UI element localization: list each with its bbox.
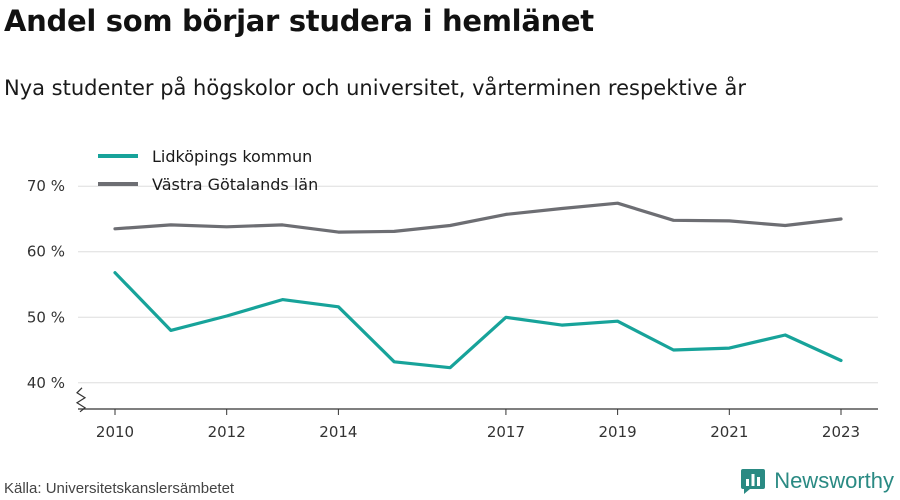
x-tick-label: 2017 xyxy=(487,423,525,441)
x-tick-label: 2014 xyxy=(319,423,357,441)
x-tick-label: 2021 xyxy=(710,423,748,441)
bar-chart-logo-icon xyxy=(741,469,766,494)
y-tick-label: 60 % xyxy=(27,243,65,261)
y-tick-label: 50 % xyxy=(27,308,65,326)
brand-name: Newsworthy xyxy=(774,468,894,493)
series-line xyxy=(113,271,843,370)
x-axis: 2010 2012 2014 2017 2019 2021 2023 xyxy=(78,408,878,441)
axis-break-icon xyxy=(75,387,87,413)
legend-label: Västra Götalands län xyxy=(152,175,318,194)
y-tick-label: 40 % xyxy=(27,374,65,392)
x-tick-label: 2010 xyxy=(96,423,134,441)
x-tick-label: 2012 xyxy=(208,423,246,441)
series-line xyxy=(113,201,843,234)
y-axis: 40 % 50 % 60 % 70 % xyxy=(27,177,87,413)
chart-title: Andel som börjar studera i hemlänet xyxy=(4,4,594,38)
brand[interactable]: Newsworthy xyxy=(740,467,894,495)
y-tick-label: 70 % xyxy=(27,177,65,195)
legend: Lidköpings kommun Västra Götalands län xyxy=(98,147,318,194)
series-lines xyxy=(113,201,843,370)
chart-subtitle: Nya studenter på högskolor och universit… xyxy=(4,76,746,100)
grid-lines xyxy=(78,185,878,384)
line-chart: 40 % 50 % 60 % 70 % 2010 2012 2014 2017 2019 202… xyxy=(27,147,878,441)
source-note: Källa: Universitetskanslersämbetet xyxy=(4,480,235,497)
legend-label: Lidköpings kommun xyxy=(152,147,312,166)
x-tick-label: 2023 xyxy=(822,423,860,441)
x-tick-label: 2019 xyxy=(599,423,637,441)
